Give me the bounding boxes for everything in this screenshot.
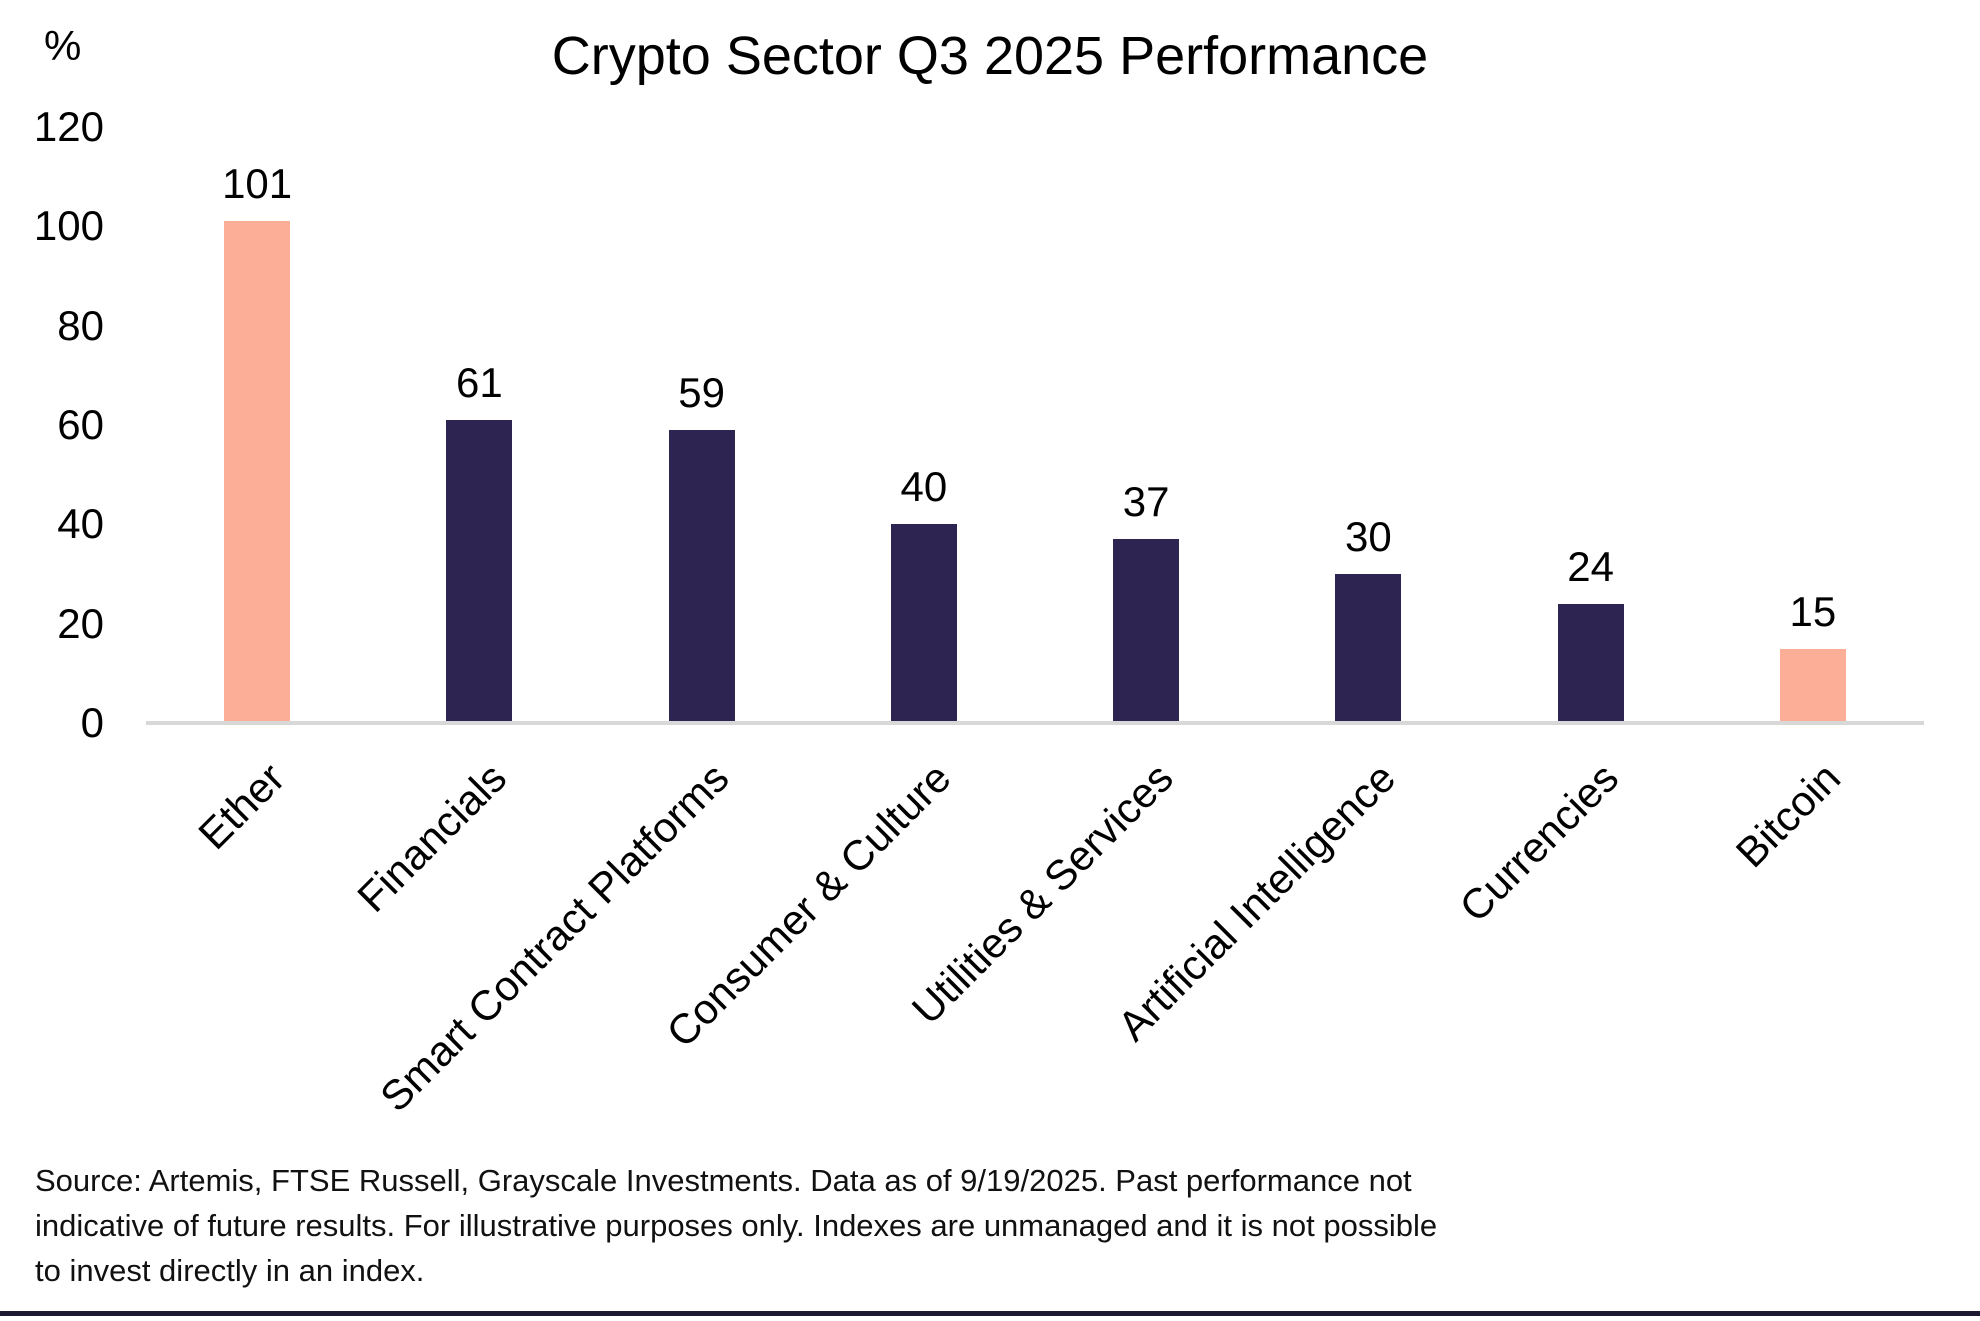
x-axis-label: Financials <box>348 753 516 921</box>
y-axis-tick-label: 80 <box>57 301 104 349</box>
bar <box>1113 539 1180 723</box>
bar-value-label: 24 <box>1567 542 1614 590</box>
source-footnote-line: indicative of future results. For illust… <box>35 1208 1438 1243</box>
y-axis-tick-label: 60 <box>57 401 104 448</box>
x-axis-label: Bitcoin <box>1726 753 1849 877</box>
y-axis-tick-label: 100 <box>33 202 104 250</box>
bar <box>668 429 735 723</box>
bar <box>446 420 513 723</box>
source-footnote: Source: Artemis, FTSE Russell, Grayscale… <box>35 1158 1437 1293</box>
y-axis-unit-label: % <box>44 22 82 69</box>
bar <box>1335 574 1402 723</box>
bar-value-label: 37 <box>1122 478 1170 526</box>
footer-rule <box>0 1311 1980 1316</box>
bar-value-label: 101 <box>222 160 293 208</box>
bar-value-label: 61 <box>456 359 503 407</box>
bar <box>890 524 957 723</box>
y-axis-tick-label: 40 <box>57 500 104 548</box>
y-axis-tick-label: 20 <box>57 599 104 647</box>
x-axis-label: Ether <box>189 753 294 859</box>
source-footnote-line: to invest directly in an index. <box>35 1253 425 1288</box>
bar <box>1557 603 1624 723</box>
x-axis-label: Currencies <box>1449 753 1627 931</box>
bar <box>1779 648 1846 723</box>
bar <box>224 221 291 723</box>
y-axis-tick-label: 0 <box>80 699 104 746</box>
bar-value-label: 30 <box>1345 513 1392 560</box>
x-axis-line <box>146 721 1924 725</box>
bar-value-label: 15 <box>1789 587 1837 635</box>
bar-value-label: 59 <box>678 368 725 416</box>
y-axis-tick-label: 120 <box>33 103 104 150</box>
bar-value-label: 40 <box>900 463 948 511</box>
source-footnote-line: Source: Artemis, FTSE Russell, Grayscale… <box>35 1163 1412 1198</box>
chart-title: Crypto Sector Q3 2025 Performance <box>551 26 1429 86</box>
